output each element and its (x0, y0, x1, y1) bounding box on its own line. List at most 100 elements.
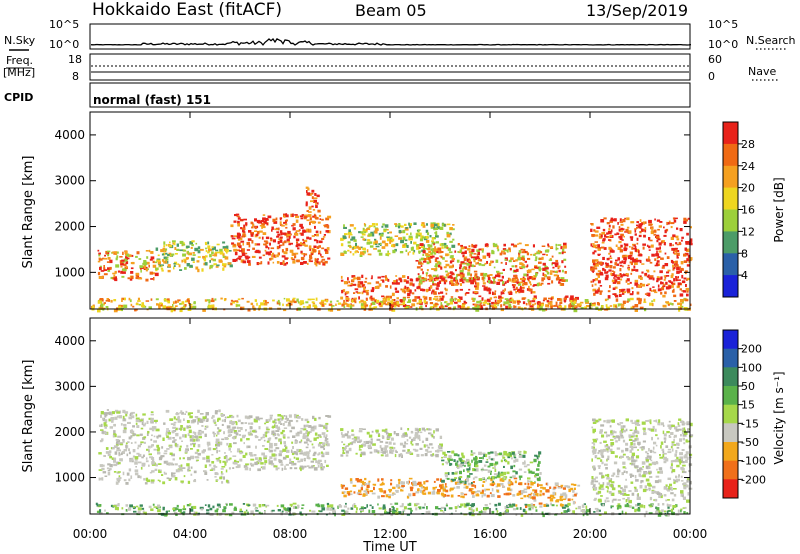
velocity-cell (306, 424, 309, 428)
velocity-cell (647, 419, 651, 422)
power-cell (302, 306, 306, 308)
power-cell (389, 306, 392, 310)
velocity-cell (134, 441, 137, 444)
power-cell (170, 253, 175, 256)
velocity-cell (518, 454, 523, 458)
power-cell (464, 262, 468, 265)
power-cell (97, 300, 102, 304)
power-cell (283, 215, 286, 218)
velocity-cell (214, 466, 218, 468)
power-cell (295, 219, 299, 223)
power-cell (429, 276, 434, 280)
velocity-cell (218, 409, 221, 413)
power-cell (488, 300, 491, 303)
velocity-cell (601, 475, 605, 479)
power-cell (535, 273, 537, 277)
power-cell (521, 251, 526, 254)
velocity-cell (573, 493, 577, 497)
power-cell (471, 248, 475, 253)
velocity-cell (214, 410, 219, 413)
power-cell (548, 297, 552, 300)
power-cell (670, 222, 675, 225)
power-cell (387, 301, 391, 305)
power-cell (616, 281, 621, 285)
power-cell (417, 229, 421, 231)
velocity-cell (603, 448, 607, 452)
power-cell (278, 238, 283, 241)
power-cell (303, 253, 308, 256)
velocity-cell (496, 483, 501, 487)
power-cell (362, 284, 364, 287)
velocity-cell (636, 419, 640, 423)
power-cell (402, 244, 406, 248)
power-cell (417, 245, 420, 248)
power-cell (315, 297, 318, 301)
power-cell (321, 247, 325, 250)
velocity-cell (502, 471, 507, 476)
velocity-cell (606, 482, 610, 486)
velocity-cell (192, 419, 197, 423)
velocity-cell (494, 468, 497, 472)
power-cell (209, 265, 213, 269)
power-cell (392, 249, 396, 254)
power-cell (655, 235, 660, 239)
power-cell (365, 304, 369, 307)
power-cell (123, 263, 127, 267)
power-cell (606, 262, 609, 266)
power-cell (97, 308, 101, 313)
velocity-cell (513, 464, 516, 468)
power-cell (443, 280, 447, 285)
power-cell (379, 300, 384, 303)
power-cell (674, 217, 678, 220)
velocity-cell (150, 480, 155, 484)
power-cell (610, 217, 614, 221)
velocity-cell (190, 473, 193, 476)
power-cell (591, 284, 594, 287)
velocity-cell (435, 450, 439, 453)
velocity-cell (504, 459, 508, 463)
power-cell (608, 239, 611, 241)
power-cell (330, 305, 335, 307)
power-cell (446, 303, 450, 306)
velocity-cell (130, 415, 135, 419)
power-cell (205, 247, 207, 250)
power-cell (612, 225, 615, 229)
velocity-cell (467, 459, 470, 463)
power-cell (517, 301, 521, 303)
power-cell (402, 275, 406, 278)
velocity-cell (523, 471, 527, 473)
power-cell (513, 288, 516, 291)
power-cell (197, 256, 201, 258)
power-cell (211, 248, 214, 251)
power-cell (241, 252, 246, 256)
power-cell (679, 228, 683, 232)
power-cell (668, 285, 672, 289)
velocity-cell (419, 447, 423, 450)
power-cell (307, 187, 310, 191)
power-cell (549, 272, 553, 275)
power-cell (360, 231, 364, 234)
velocity-cell (680, 434, 682, 437)
power-cell (384, 275, 387, 278)
velocity-cell (647, 427, 651, 431)
velocity-cell (176, 412, 179, 416)
velocity-cell (488, 476, 491, 480)
velocity-cell (123, 423, 127, 427)
power-cell (102, 257, 105, 260)
velocity-cell (294, 439, 297, 441)
power-cell (620, 303, 625, 306)
velocity-cell (564, 485, 569, 488)
power-cell (377, 249, 381, 253)
velocity-cell (137, 447, 139, 450)
power-cell (210, 258, 214, 261)
velocity-cell (255, 457, 258, 460)
power-cell (426, 288, 428, 293)
velocity-cell (273, 449, 277, 452)
velocity-cell (422, 492, 427, 495)
velocity-cell (204, 427, 207, 430)
power-cell (428, 287, 431, 291)
power-cell (263, 220, 267, 225)
velocity-cell (666, 431, 670, 434)
power-cell (517, 278, 519, 282)
velocity-cell (598, 486, 602, 490)
